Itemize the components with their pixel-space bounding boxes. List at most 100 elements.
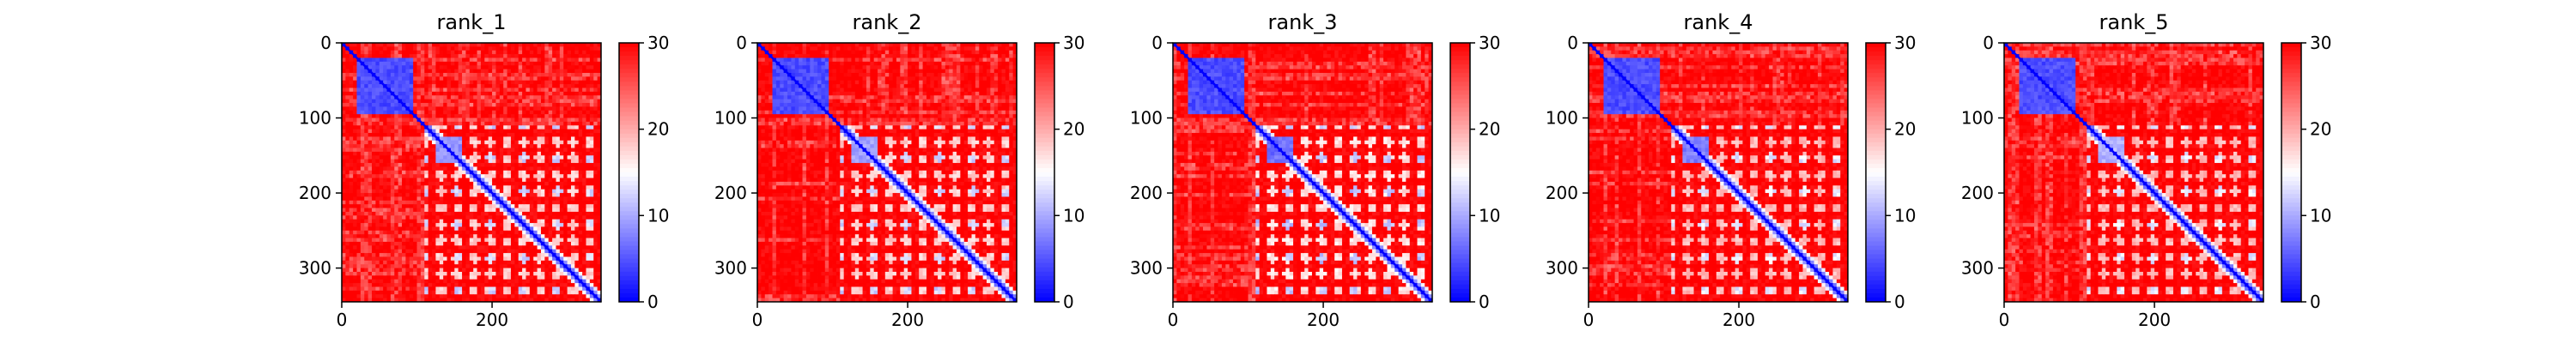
heatmap-cell (500, 223, 504, 227)
heatmap-cell (410, 208, 414, 213)
heatmap-cell (387, 208, 392, 213)
heatmap-cell (500, 212, 504, 216)
heatmap-cell (372, 201, 376, 205)
heatmap-cell (552, 231, 556, 235)
colorbar-segment (619, 47, 639, 52)
heatmap-cell (503, 275, 507, 280)
heatmap-cell (364, 250, 368, 254)
heatmap-cell (443, 122, 447, 126)
heatmap-cell (571, 231, 575, 235)
heatmap-cell (481, 144, 485, 148)
heatmap-cell (443, 76, 447, 81)
heatmap-cell (364, 51, 368, 55)
heatmap-cell (979, 46, 983, 51)
heatmap-cell (402, 118, 406, 123)
heatmap-cell (533, 103, 538, 107)
heatmap-cell (421, 220, 425, 224)
heatmap-cell (470, 163, 474, 167)
heatmap-cell (394, 58, 398, 63)
heatmap-cell (398, 268, 403, 273)
heatmap-cell (357, 190, 361, 194)
heatmap-cell (590, 223, 594, 227)
heatmap-cell (428, 291, 433, 295)
heatmap-cell (544, 166, 549, 171)
heatmap-cell (571, 204, 575, 208)
heatmap-cell (579, 291, 583, 295)
heatmap-cell (549, 201, 553, 205)
heatmap-cell (495, 185, 500, 190)
heatmap-cell (432, 106, 436, 111)
heatmap-cell (454, 62, 459, 66)
heatmap-cell (568, 220, 572, 224)
heatmap-cell (451, 174, 455, 178)
heatmap-cell (440, 106, 444, 111)
heatmap-cell (428, 144, 433, 148)
heatmap-cell (410, 65, 414, 69)
heatmap-cell (544, 185, 549, 190)
heatmap-cell (349, 166, 354, 171)
heatmap-cell (538, 81, 542, 85)
heatmap-cell (552, 95, 556, 99)
heatmap-cell (538, 103, 542, 107)
heatmap-cell (549, 220, 553, 224)
heatmap-cell (440, 204, 444, 208)
heatmap-cell (544, 256, 549, 261)
heatmap-cell (394, 171, 398, 175)
heatmap-cell (349, 118, 354, 123)
heatmap-cell (481, 65, 485, 69)
heatmap-cell (519, 51, 523, 55)
heatmap-cell (361, 163, 365, 167)
heatmap-cell (361, 182, 365, 186)
heatmap-cell (375, 133, 380, 137)
heatmap-cell (571, 54, 575, 58)
heatmap-cell (398, 208, 403, 213)
heatmap-cell (544, 46, 549, 51)
heatmap-cell (421, 226, 425, 231)
heatmap-cell (571, 51, 575, 55)
heatmap-cell (447, 264, 452, 268)
heatmap-cell (424, 242, 428, 246)
heatmap-cell (489, 58, 493, 63)
heatmap-cell (787, 46, 792, 51)
heatmap-cell (574, 261, 579, 265)
heatmap-cell (477, 242, 482, 246)
heatmap-cell (541, 268, 545, 273)
heatmap-cell (375, 193, 380, 197)
heatmap-cell (470, 141, 474, 145)
heatmap-cell (522, 171, 526, 175)
heatmap-cell (500, 46, 504, 51)
heatmap-cell (560, 99, 564, 104)
heatmap-cell (380, 95, 384, 99)
heatmap-cell (402, 114, 406, 118)
heatmap-cell (349, 231, 354, 235)
heatmap-cell (492, 129, 496, 134)
heatmap-cell (454, 185, 459, 190)
heatmap-cell (492, 253, 496, 257)
heatmap-cell (503, 144, 507, 148)
heatmap-cell (465, 69, 470, 74)
heatmap-cell (511, 291, 515, 295)
heatmap-cell (380, 114, 384, 118)
heatmap-cell (410, 54, 414, 58)
heatmap-cell (349, 215, 354, 220)
heatmap-cell (394, 201, 398, 205)
heatmap-cell (459, 106, 463, 111)
heatmap-cell (544, 73, 549, 77)
heatmap-cell (394, 283, 398, 287)
heatmap-cell (462, 220, 466, 224)
heatmap-cell (361, 190, 365, 194)
heatmap-cell (435, 286, 440, 291)
heatmap-cell (383, 155, 387, 159)
heatmap-cell (470, 268, 474, 273)
heatmap-cell (507, 275, 512, 280)
heatmap-cell (391, 171, 395, 175)
heatmap-cell (465, 283, 470, 287)
heatmap-cell (398, 242, 403, 246)
heatmap-cell (391, 111, 395, 115)
heatmap-cell (368, 196, 373, 201)
colorbar-segment (619, 228, 639, 233)
heatmap-cell (530, 51, 534, 55)
heatmap-cell (357, 226, 361, 231)
heatmap-cell (353, 231, 357, 235)
heatmap-cell (503, 193, 507, 197)
